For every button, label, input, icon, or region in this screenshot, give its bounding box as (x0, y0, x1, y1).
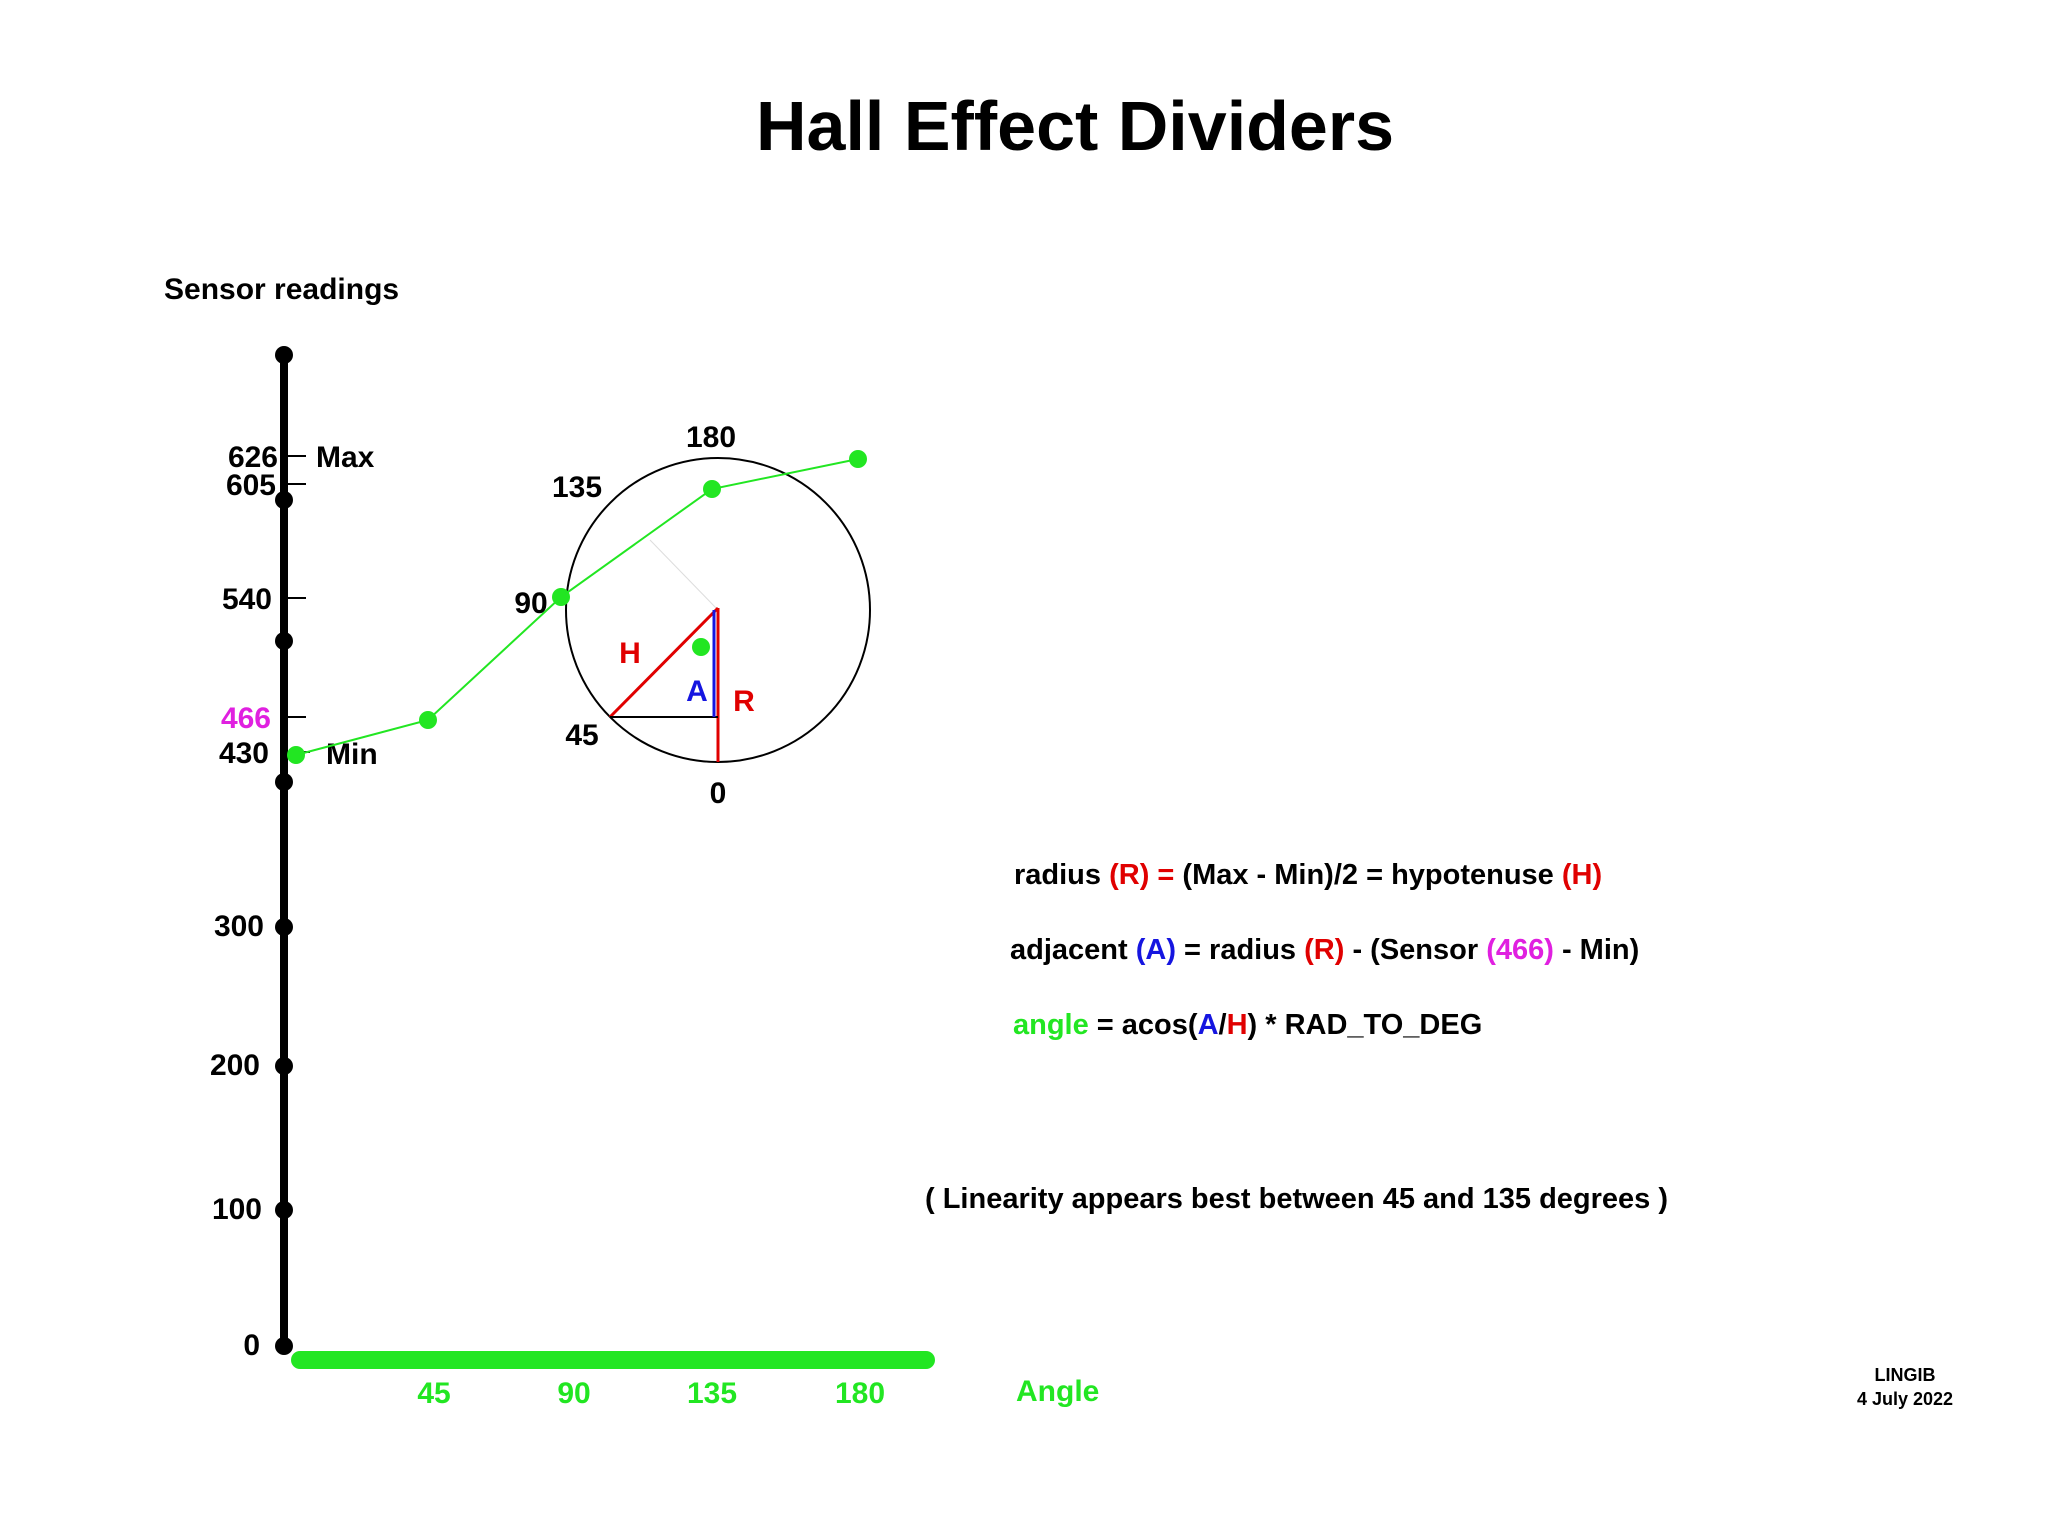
formula-segment: = acos( (1089, 1009, 1198, 1041)
min-label: Min (326, 738, 378, 771)
y-axis-dot (275, 1337, 293, 1355)
formula-segment: (466) (1486, 934, 1554, 966)
formula-segment: (A) (1136, 934, 1176, 966)
x-tick-label-135: 135 (687, 1377, 737, 1410)
formula-segment: - (Sensor (1344, 934, 1486, 966)
formula-segment: (Max - Min)/2 = hypotenuse (1182, 859, 1561, 891)
hypotenuse-line (608, 606, 720, 719)
formula-segment: / (1219, 1009, 1227, 1041)
formula-segment: (H) (1562, 859, 1602, 891)
formula-segment: H (1227, 1009, 1248, 1041)
formula-segment: adjacent (1010, 934, 1136, 966)
circle-label-0: 0 (710, 777, 727, 810)
circle-label-45: 45 (565, 719, 598, 752)
formula-segment: ) * RAD_TO_DEG (1248, 1009, 1483, 1041)
rotor-dot (692, 638, 710, 656)
circle-label-180: 180 (686, 421, 736, 454)
formula-segment: - Min) (1554, 934, 1639, 966)
tick-label-100: 100 (212, 1193, 262, 1226)
angle-formula: angle = acos(A/H) * RAD_TO_DEG (1013, 1009, 1482, 1041)
tick-label-540: 540 (222, 583, 272, 616)
adjacent-label: A (686, 675, 708, 708)
max-label: Max (316, 441, 375, 474)
sensor-point-180 (849, 450, 867, 468)
linearity-note: ( Linearity appears best between 45 and … (925, 1183, 1668, 1215)
page-title: Hall Effect Dividers (756, 87, 1394, 165)
formula-segment: (R) (1304, 934, 1344, 966)
y-axis-dot (275, 632, 293, 650)
x-axis-label: Angle (1016, 1375, 1099, 1408)
formulas: radius (R) = (Max - Min)/2 = hypotenuse … (1010, 859, 1639, 1041)
x-tick-label-180: 180 (835, 1377, 885, 1410)
x-tick-label-90: 90 (557, 1377, 590, 1410)
tick-label-605: 605 (226, 469, 276, 502)
formula-segment: angle (1013, 1009, 1089, 1041)
y-axis-dot (275, 1201, 293, 1219)
y-axis (275, 346, 310, 1355)
credit-date: 4 July 2022 (1857, 1389, 1953, 1409)
tick-label-0: 0 (243, 1329, 260, 1362)
sensor-point-0 (287, 746, 305, 764)
tick-label-300: 300 (214, 910, 264, 943)
y-axis-dot (275, 491, 293, 509)
formula-segment: (R) = (1109, 859, 1182, 891)
y-tick-labels: 626 605 540 466 430 300 200 100 0 Max Mi… (210, 441, 378, 1362)
angle-circle: 180 135 90 45 0 H A R (514, 421, 871, 810)
tick-label-430: 430 (219, 737, 269, 770)
faint-radius-line (649, 539, 719, 611)
credit-author: LINGIB (1875, 1365, 1936, 1385)
y-axis-dot (275, 773, 293, 791)
tick-label-466: 466 (221, 702, 271, 735)
radius-label: R (733, 685, 755, 718)
circle-label-135: 135 (552, 471, 602, 504)
formula-segment: A (1198, 1009, 1219, 1041)
adjacent-formula: adjacent (A) = radius (R) - (Sensor (466… (1010, 934, 1639, 966)
x-tick-label-45: 45 (417, 1377, 450, 1410)
tick-label-626: 626 (228, 441, 278, 474)
formula-segment: radius (1014, 859, 1109, 891)
formula-segment: = radius (1176, 934, 1304, 966)
sensor-point-90 (552, 588, 570, 606)
sensor-curve (287, 450, 867, 764)
x-axis: 45 90 135 180 Angle (291, 1351, 1099, 1410)
hypotenuse-label: H (619, 637, 641, 670)
y-axis-dot (275, 918, 293, 936)
y-axis-dot (275, 1057, 293, 1075)
radius-formula: radius (R) = (Max - Min)/2 = hypotenuse … (1014, 859, 1602, 891)
y-axis-label: Sensor readings (164, 273, 399, 306)
sensor-point-45 (419, 711, 437, 729)
y-axis-top-dot (275, 346, 293, 364)
sensor-point-135 (703, 480, 721, 498)
tick-label-200: 200 (210, 1049, 260, 1082)
